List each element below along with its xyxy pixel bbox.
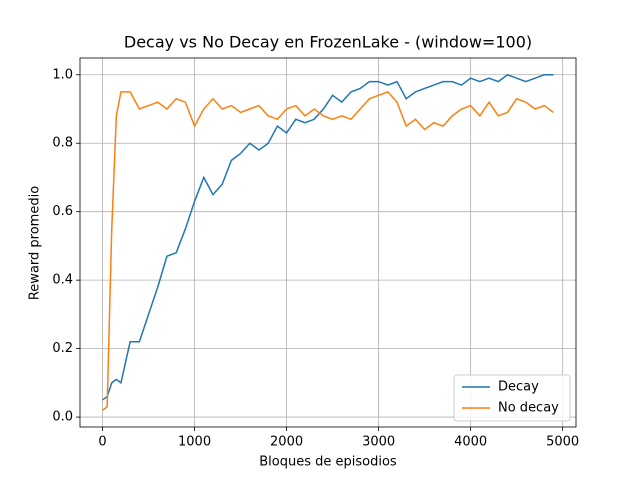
y-tick-label: 0.8: [52, 136, 73, 151]
x-tick-label: 0: [98, 435, 106, 450]
data-line: [102, 73, 554, 401]
legend-label: No decay: [498, 401, 559, 416]
data-line: [102, 91, 554, 411]
y-tick-label: 0.4: [52, 273, 73, 288]
y-tick-label: 1.0: [52, 67, 73, 82]
x-tick-label: 2000: [270, 435, 303, 450]
y-tick-label: 0.2: [52, 341, 73, 356]
x-tick-label: 1000: [178, 435, 211, 450]
x-tick-label: 4000: [454, 435, 487, 450]
legend: Decay No decay: [453, 374, 571, 422]
chart-title: Decay vs No Decay en FrozenLake - (windo…: [124, 33, 532, 52]
x-tick-label: 3000: [362, 435, 395, 450]
y-tick-label: 0.6: [52, 204, 73, 219]
legend-label: Decay: [498, 380, 539, 395]
axes-frame: [79, 57, 577, 428]
y-axis-label: Reward promedio: [28, 186, 43, 300]
x-tick-label: 5000: [546, 435, 579, 450]
x-axis-label: Bloques de episodios: [259, 455, 397, 470]
y-tick-label: 0.0: [52, 410, 73, 425]
